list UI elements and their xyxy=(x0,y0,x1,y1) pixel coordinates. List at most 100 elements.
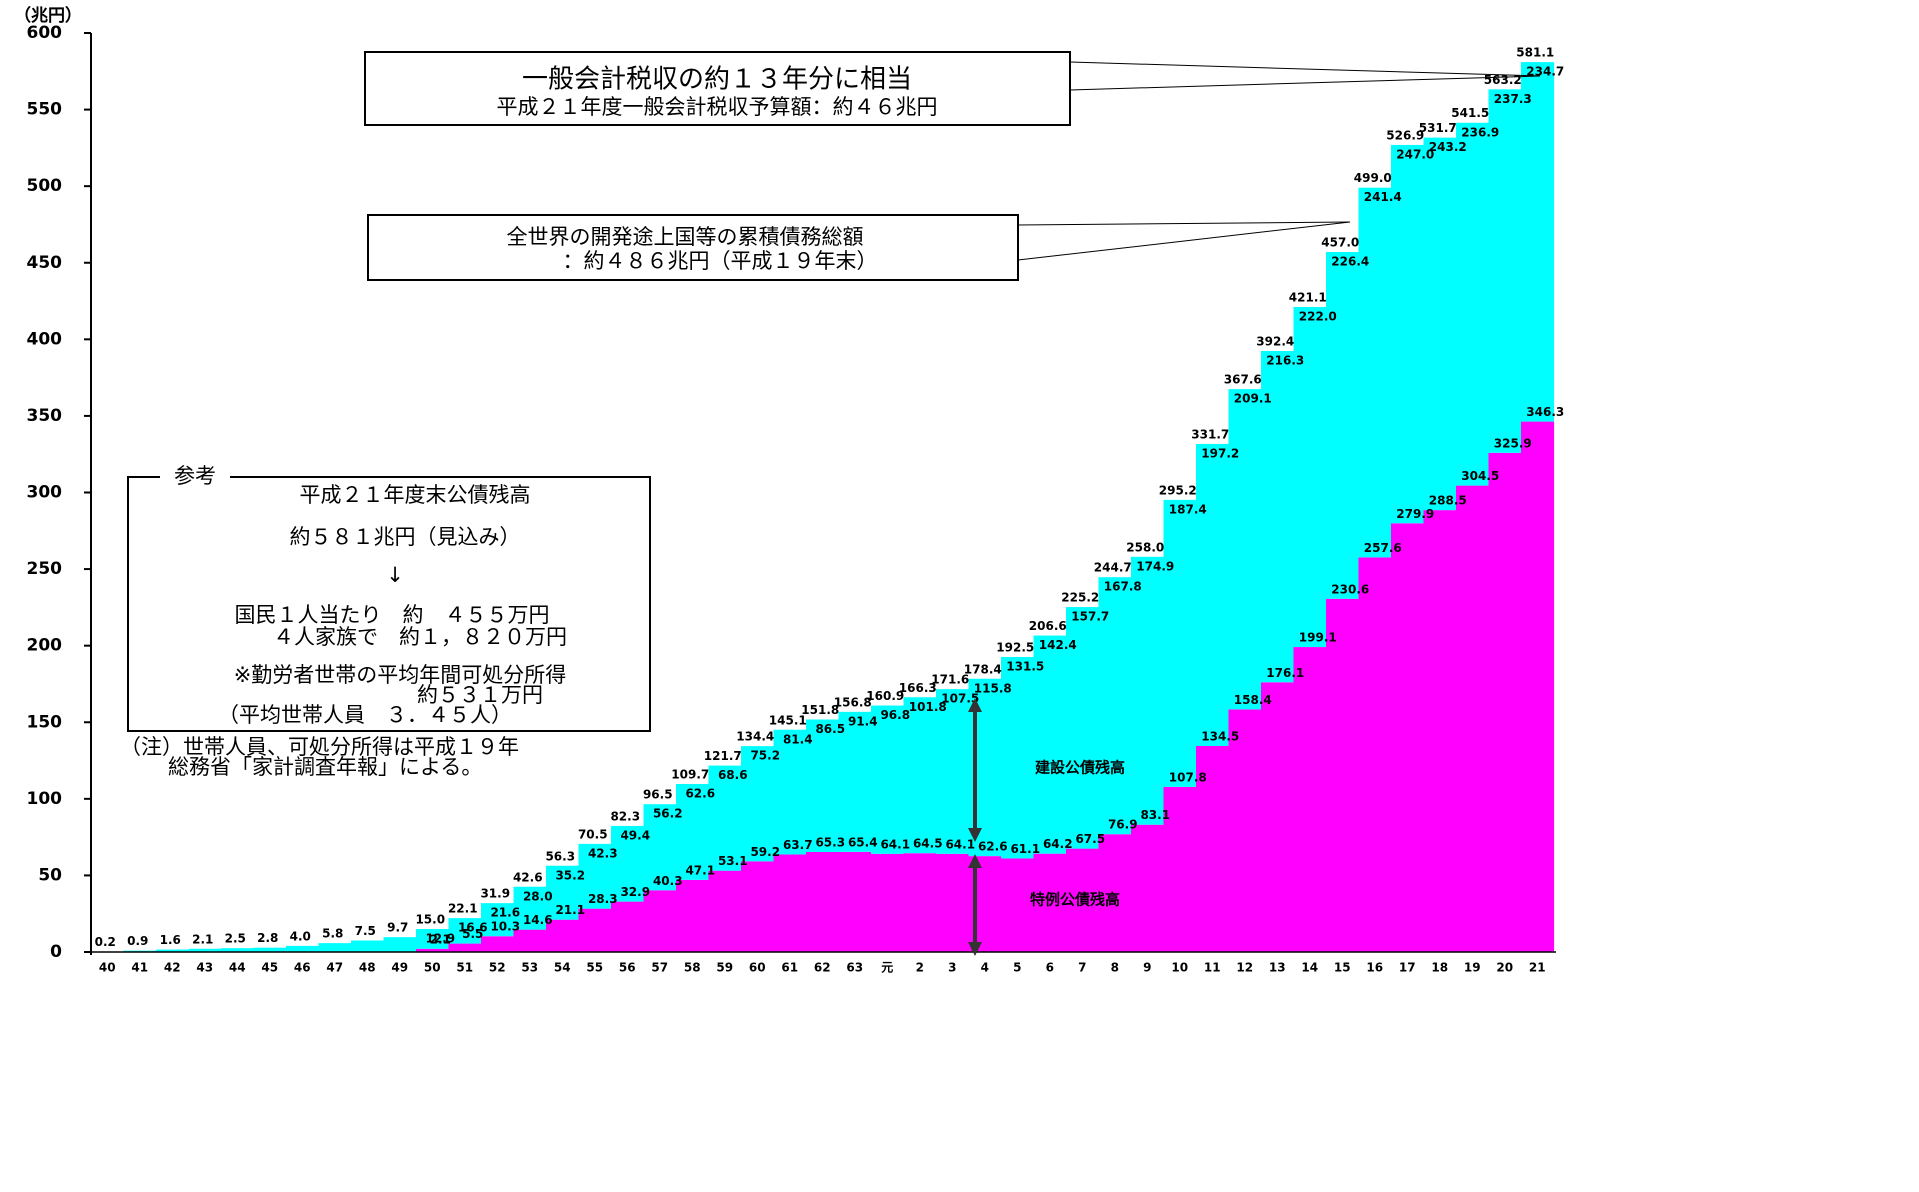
bar-segment xyxy=(481,936,515,952)
x-tick-label: 2 xyxy=(916,961,924,975)
total-label: 581.1 xyxy=(1516,45,1554,59)
bar-segment xyxy=(773,854,807,952)
bar-segment xyxy=(578,843,612,909)
x-tick-label: 9 xyxy=(1143,961,1151,975)
total-label: 109.7 xyxy=(671,767,709,781)
y-tick-label: 0 xyxy=(50,942,62,962)
arrow-head xyxy=(968,942,982,956)
total-label: 134.4 xyxy=(736,730,774,744)
total-label: 15.0 xyxy=(415,913,445,927)
note-text: （注）世帯人員、可処分所得は平成１９年 xyxy=(120,735,519,759)
bar-segment xyxy=(513,929,547,952)
reference-text: 約５３１万円 xyxy=(417,683,543,707)
value-label: 68.6 xyxy=(718,768,748,782)
value-label: 346.3 xyxy=(1526,405,1564,419)
value-label: 226.4 xyxy=(1331,255,1369,269)
bar-segment xyxy=(741,861,775,952)
bar-segment xyxy=(1228,709,1262,952)
value-label: 279.9 xyxy=(1396,507,1434,521)
x-tick-label: 41 xyxy=(131,961,148,975)
value-label: 56.2 xyxy=(653,807,683,821)
x-tick-label: 40 xyxy=(99,961,116,975)
value-label: 187.4 xyxy=(1169,502,1207,516)
x-tick-label: 19 xyxy=(1464,961,1481,975)
bar-segment xyxy=(741,746,775,862)
reference-text: ↓ xyxy=(386,563,404,587)
bar-segment xyxy=(1196,443,1230,746)
total-label: 9.7 xyxy=(387,921,408,935)
value-label: 209.1 xyxy=(1234,392,1272,406)
bar-segment xyxy=(1163,499,1197,787)
value-label: 197.2 xyxy=(1201,446,1239,460)
value-label: 199.1 xyxy=(1299,631,1337,645)
x-tick-label: 8 xyxy=(1111,961,1119,975)
value-label: 65.3 xyxy=(815,835,845,849)
value-label: 65.4 xyxy=(848,835,878,849)
reference-text: 約５８１兆円（見込み） xyxy=(290,525,521,549)
x-tick-label: 53 xyxy=(521,961,538,975)
arrow-head xyxy=(968,698,982,712)
reference-heading-bg xyxy=(160,467,230,487)
total-label: 244.7 xyxy=(1094,561,1132,575)
series-label: 特例公債残高 xyxy=(1030,891,1120,909)
bar-segment xyxy=(546,919,580,952)
value-label: 53.1 xyxy=(718,854,748,868)
x-tick-label: 44 xyxy=(229,961,246,975)
total-label: 0.2 xyxy=(95,935,116,949)
bar-segment xyxy=(1423,510,1457,952)
leader-line xyxy=(1069,61,1541,77)
x-tick-label: 58 xyxy=(684,961,701,975)
y-tick-label: 350 xyxy=(27,406,63,426)
bar-segment xyxy=(903,853,937,952)
bar-segment xyxy=(351,940,385,952)
value-label: 67.5 xyxy=(1075,832,1105,846)
annotation-box xyxy=(367,214,1019,281)
x-tick-label: 57 xyxy=(651,961,668,975)
bar-segment xyxy=(1228,389,1262,710)
bar-segment xyxy=(286,945,320,952)
bar-segment xyxy=(1488,452,1522,952)
bar-segment xyxy=(1456,122,1490,486)
value-label: 35.2 xyxy=(555,868,585,882)
leader-line xyxy=(1017,221,1351,261)
bar-segment xyxy=(773,729,807,855)
total-label: 392.4 xyxy=(1256,334,1294,348)
total-label: 22.1 xyxy=(448,902,478,916)
bar-segment xyxy=(1033,853,1067,952)
value-label: 96.8 xyxy=(880,708,910,722)
value-label: 174.9 xyxy=(1136,559,1174,573)
bar-segment xyxy=(903,697,937,854)
total-label: 526.9 xyxy=(1386,128,1424,142)
total-label: 0.9 xyxy=(127,934,148,948)
y-tick-label: 100 xyxy=(27,789,63,809)
bar-segment xyxy=(1131,824,1165,952)
bar-segment xyxy=(253,947,287,952)
total-label: 4.0 xyxy=(290,929,311,943)
value-label: 28.0 xyxy=(523,889,553,903)
x-tick-label: 49 xyxy=(391,961,408,975)
y-tick-label: 300 xyxy=(27,483,63,503)
x-tick-label: 50 xyxy=(424,961,441,975)
value-label: 62.6 xyxy=(978,840,1008,854)
total-label: 82.3 xyxy=(610,809,640,823)
bar-segment xyxy=(156,949,190,952)
x-tick-label: 元 xyxy=(881,961,893,975)
reference-box xyxy=(127,476,651,732)
x-tick-label: 46 xyxy=(294,961,311,975)
bar-segment xyxy=(1358,187,1392,558)
bar-segment xyxy=(1521,421,1555,952)
value-label: 63.7 xyxy=(783,838,813,852)
value-label: 40.3 xyxy=(653,874,683,888)
total-label: 70.5 xyxy=(578,828,608,842)
value-label: 241.4 xyxy=(1364,190,1402,204)
x-tick-label: 18 xyxy=(1431,961,1448,975)
bar-segment xyxy=(871,705,905,854)
value-label: 21.1 xyxy=(555,903,585,917)
bar-segment xyxy=(1196,745,1230,952)
x-tick-label: 7 xyxy=(1078,961,1086,975)
y-tick-label: 400 xyxy=(27,329,63,349)
x-tick-label: 51 xyxy=(456,961,473,975)
x-tick-label: 56 xyxy=(619,961,636,975)
x-tick-label: 63 xyxy=(846,961,863,975)
total-label: 331.7 xyxy=(1191,427,1229,441)
